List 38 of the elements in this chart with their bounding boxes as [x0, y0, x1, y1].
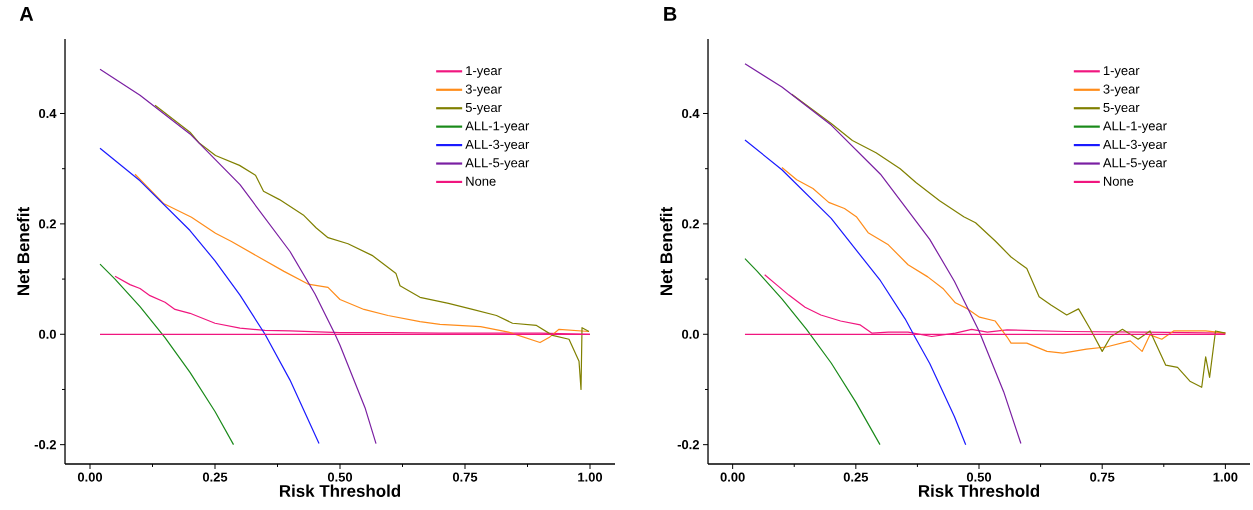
y-tick-label: 0.4 — [682, 108, 700, 119]
legend-label: None — [466, 176, 496, 186]
y-tick-label: 0.0 — [39, 329, 56, 339]
x-axis-title: Risk Threshold — [918, 484, 1040, 497]
x-tick-label: 0.75 — [452, 472, 478, 482]
x-tick-label: 1.00 — [578, 472, 603, 482]
x-tick-label: 0.50 — [966, 472, 992, 482]
x-tick-label: 0.25 — [843, 472, 869, 482]
y-tick-label: 0.2 — [39, 219, 56, 229]
y-tick-label: 0.4 — [39, 108, 57, 119]
x-tick-label: 0.00 — [77, 472, 103, 482]
y-tick-label: 0.0 — [682, 329, 699, 339]
legend-label: ALL-1-year — [465, 121, 530, 134]
legend-label: 1-year — [466, 66, 502, 78]
y-axis-title: Net Benefit — [659, 207, 673, 296]
legend-label: 1-year — [1103, 66, 1140, 78]
y-axis-title: Net Benefit — [16, 207, 30, 296]
x-tick-label: 0.75 — [1090, 472, 1115, 482]
chart-title: A — [19, 7, 34, 21]
legend-label: ALL-1-year — [1102, 121, 1167, 134]
legend-label: 5-year — [465, 103, 502, 115]
legend-label: 5-year — [1103, 103, 1140, 115]
y-tick-label: -0.2 — [677, 440, 699, 450]
x-tick-label: 0.25 — [202, 472, 228, 482]
x-tick-label: 0.00 — [720, 472, 745, 482]
y-tick-label: 0.2 — [682, 219, 699, 229]
legend-label: ALL-3-year — [465, 139, 530, 152]
x-tick-label: 0.50 — [327, 472, 353, 482]
x-tick-label: 1.00 — [1213, 472, 1238, 482]
y-tick-label: -0.2 — [34, 440, 56, 450]
legend-label: 3-year — [1103, 84, 1140, 97]
x-axis-title: Risk Threshold — [279, 484, 401, 497]
legend-label: 3-year — [465, 84, 502, 97]
legend-label: ALL-5-year — [1102, 158, 1167, 170]
legend-label: ALL-5-year — [465, 158, 530, 170]
legend-label: None — [1103, 176, 1134, 186]
legend-label: ALL-3-year — [1102, 139, 1167, 152]
chart-title: B — [664, 7, 677, 21]
